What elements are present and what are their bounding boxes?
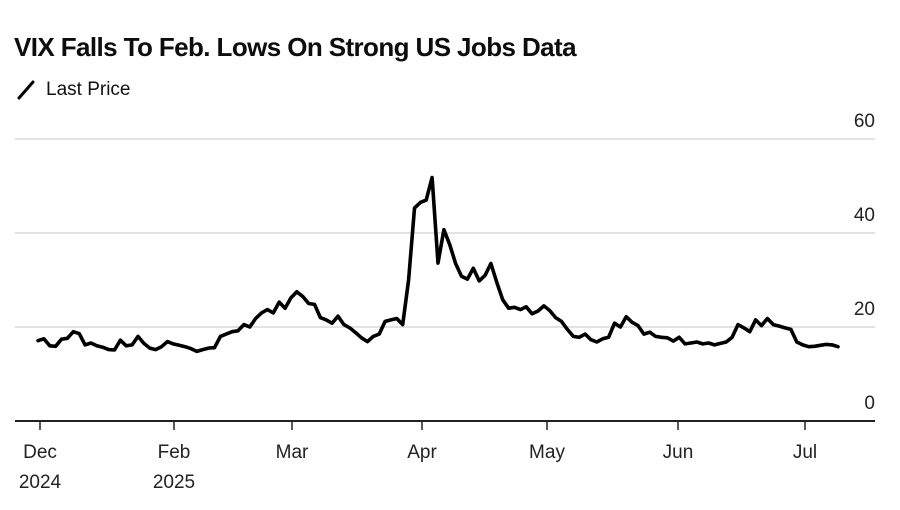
x-tick-label: Feb: [158, 442, 191, 463]
legend-line-icon: [17, 80, 35, 100]
x-tick-label: Jul: [793, 442, 817, 463]
y-tick-label: 20: [854, 299, 875, 320]
legend: Last Price: [16, 79, 130, 101]
y-tick-label: 60: [854, 111, 875, 132]
x-tick-label: Apr: [407, 442, 437, 463]
x-tick-label: Jun: [663, 442, 694, 463]
y-tick-label: 0: [864, 393, 875, 414]
x-tick-sublabel: 2024: [19, 472, 62, 493]
series-line-last-price: [36, 175, 840, 354]
x-tick-label: Dec: [23, 442, 57, 463]
x-tick-label: Mar: [276, 442, 309, 463]
x-tick-sublabel: 2025: [153, 472, 195, 493]
y-tick-label: 40: [854, 205, 875, 226]
legend-label: Last Price: [46, 79, 131, 100]
x-tick-label: May: [529, 442, 565, 463]
chart-title: VIX Falls To Feb. Lows On Strong US Jobs…: [14, 32, 577, 62]
